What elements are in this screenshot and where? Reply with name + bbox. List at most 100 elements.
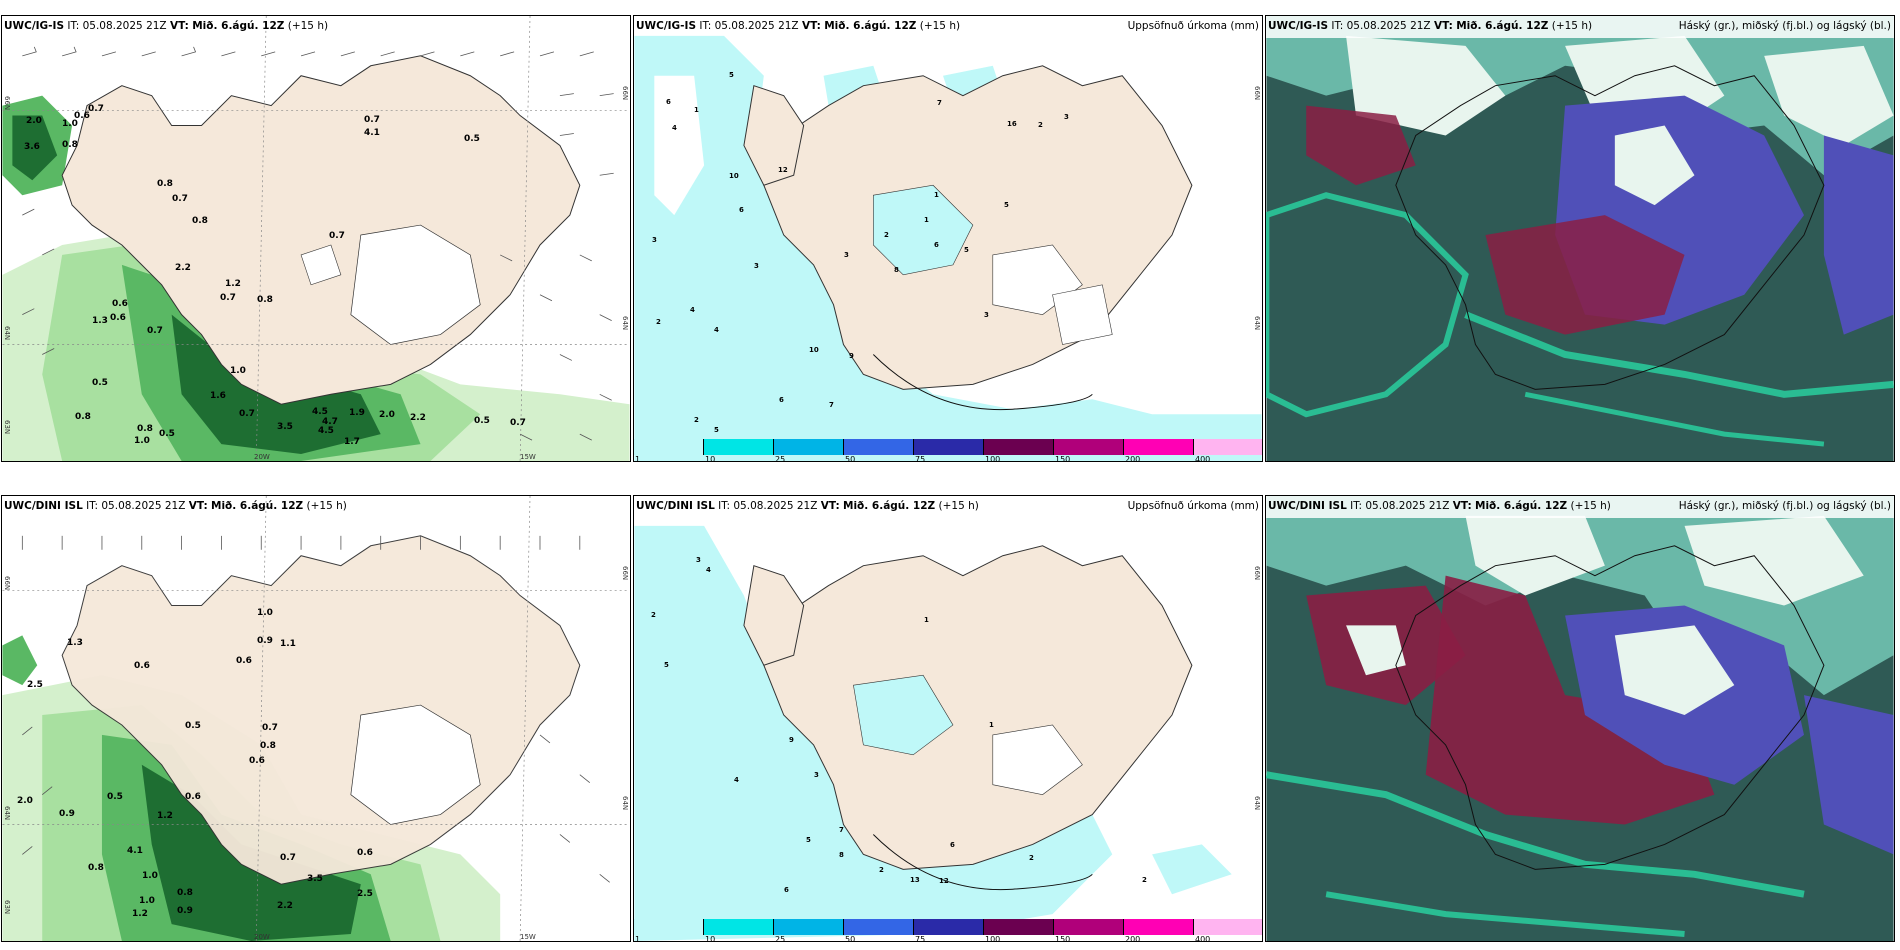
panel-clouds-dini: UWC/DINI ISL IT: 05.08.2025 21Z VT: Mið.…: [1265, 495, 1895, 942]
lat-label: 64N: [3, 326, 11, 341]
precip-value: 1.3: [92, 316, 108, 326]
precip-value: 4.1: [127, 846, 143, 856]
colorbar-tick: 400: [1195, 455, 1211, 462]
lat-label: 64N: [621, 316, 629, 331]
precip-value: 0.8: [157, 179, 173, 189]
precip-value: 0.6: [357, 848, 373, 858]
precip-value: 3: [984, 311, 989, 319]
panel-accumulated-precip-igis: UWC/IG-IS IT: 05.08.2025 21Z VT: Mið. 6.…: [633, 15, 1263, 462]
colorbar-segment: [634, 919, 704, 935]
precip-value: 1: [924, 216, 929, 224]
panel-title: UWC/IG-IS IT: 05.08.2025 21Z VT: Mið. 6.…: [636, 20, 961, 32]
precip-value: 2.5: [27, 680, 43, 690]
precip-value: 0.9: [59, 809, 75, 819]
precip-value: 1.6: [210, 391, 226, 401]
precip-value: 5: [964, 246, 969, 254]
lat-label: 66N: [3, 576, 11, 591]
colorbar-segment: [1054, 919, 1124, 935]
colorbar-tick: 10: [705, 455, 716, 462]
panel-subtitle: Uppsöfnuð úrkoma (mm): [1127, 500, 1259, 512]
precip-value: 0.9: [177, 906, 193, 916]
lat-label: 64N: [1253, 796, 1261, 811]
panel-header: UWC/DINI ISL IT: 05.08.2025 21Z VT: Mið.…: [1266, 496, 1894, 518]
precip-value: 1.2: [157, 811, 173, 821]
precip-value: 0.5: [159, 429, 175, 439]
precip-value: 3.5: [307, 874, 323, 884]
precip-value: 0.7: [329, 231, 345, 241]
precip-value: 0.7: [172, 194, 188, 204]
precip-value: 2.0: [17, 796, 33, 806]
precip-value: 0.7: [239, 409, 255, 419]
precip-value: 3: [696, 556, 701, 564]
precip-value: 5: [806, 836, 811, 844]
colorbar-tick: 200: [1125, 935, 1141, 942]
colorbar-tick: 25: [775, 455, 786, 462]
panel-wind-precip-dini: UWC/DINI ISL IT: 05.08.2025 21Z VT: Mið.…: [1, 495, 631, 942]
panel-header: UWC/IG-IS IT: 05.08.2025 21Z VT: Mið. 6.…: [2, 16, 630, 38]
colorbar-segment: [1124, 439, 1194, 455]
precip-value: 1.0: [139, 896, 155, 906]
precip-value: 1.0: [257, 608, 273, 618]
colorbar-segment: [774, 919, 844, 935]
panel-title: UWC/IG-IS IT: 05.08.2025 21Z VT: Mið. 6.…: [1268, 20, 1593, 32]
precip-value: 3: [814, 771, 819, 779]
colorbar-segment: [1194, 439, 1262, 455]
precip-value: 0.9: [257, 636, 273, 646]
precip-value: 2: [884, 231, 889, 239]
precip-value: 4.5: [312, 407, 328, 417]
precip-value: 0.7: [510, 418, 526, 428]
colorbar-tick: 75: [915, 935, 926, 942]
colorbar-segment: [844, 919, 914, 935]
precip-value: 0.6: [185, 792, 201, 802]
precip-value: 12: [778, 166, 788, 174]
lat-label: 63N: [3, 420, 11, 435]
precip-value: 2: [1038, 121, 1043, 129]
precip-value: 0.8: [75, 412, 91, 422]
precip-value: 0.7: [220, 293, 236, 303]
precip-value: 6: [739, 206, 744, 214]
precip-value: 6: [934, 241, 939, 249]
precip-value: 0.6: [112, 299, 128, 309]
colorbar-segment: [914, 439, 984, 455]
precip-value: 7: [937, 99, 942, 107]
precip-value: 1.2: [132, 909, 148, 919]
panel-title: UWC/IG-IS IT: 05.08.2025 21Z VT: Mið. 6.…: [4, 20, 329, 32]
colorbar-segment: [1194, 919, 1262, 935]
precip-value: 0.8: [192, 216, 208, 226]
precip-value: 1.0: [230, 366, 246, 376]
colorbar-tick: 10: [705, 935, 716, 942]
precip-value: 3: [1064, 113, 1069, 121]
precip-value: 16: [1007, 120, 1017, 128]
precip-value: 2: [656, 318, 661, 326]
precip-value: 9: [849, 352, 854, 360]
colorbar-tick: 200: [1125, 455, 1141, 462]
colorbar-segment: [984, 919, 1054, 935]
panel-subtitle: Háský (gr.), miðský (fj.bl.) og lágský (…: [1678, 20, 1891, 32]
precip-value: 0.5: [107, 792, 123, 802]
precip-value: 2: [1142, 876, 1147, 884]
colorbar-tick: 400: [1195, 935, 1211, 942]
colorbar-tick: 150: [1055, 455, 1071, 462]
accumulated-precip-map: [634, 496, 1262, 941]
precip-value: 1: [934, 191, 939, 199]
precip-value: 5: [1004, 201, 1009, 209]
panel-accumulated-precip-dini: UWC/DINI ISL IT: 05.08.2025 21Z VT: Mið.…: [633, 495, 1263, 942]
precip-value: 10: [729, 172, 739, 180]
lat-label: 64N: [621, 796, 629, 811]
precip-value: 0.6: [134, 661, 150, 671]
colorbar-segment: [1054, 439, 1124, 455]
precip-value: 3: [652, 236, 657, 244]
precip-value: 0.5: [474, 416, 490, 426]
precip-colorbar: 1 10 25 50 75 100 150 200 400: [634, 439, 1262, 461]
panel-title: UWC/DINI ISL IT: 05.08.2025 21Z VT: Mið.…: [1268, 500, 1611, 512]
colorbar-tick: 1: [635, 455, 641, 462]
precip-value: 2: [1029, 854, 1034, 862]
precip-value: 0.6: [249, 756, 265, 766]
precip-value: 2: [879, 866, 884, 874]
precip-value: 6: [950, 841, 955, 849]
precip-value: 4: [706, 566, 711, 574]
precip-value: 6: [779, 396, 784, 404]
precip-value: 4.7: [322, 417, 338, 427]
precip-value: 2.0: [379, 410, 395, 420]
precip-value: 0.8: [177, 888, 193, 898]
